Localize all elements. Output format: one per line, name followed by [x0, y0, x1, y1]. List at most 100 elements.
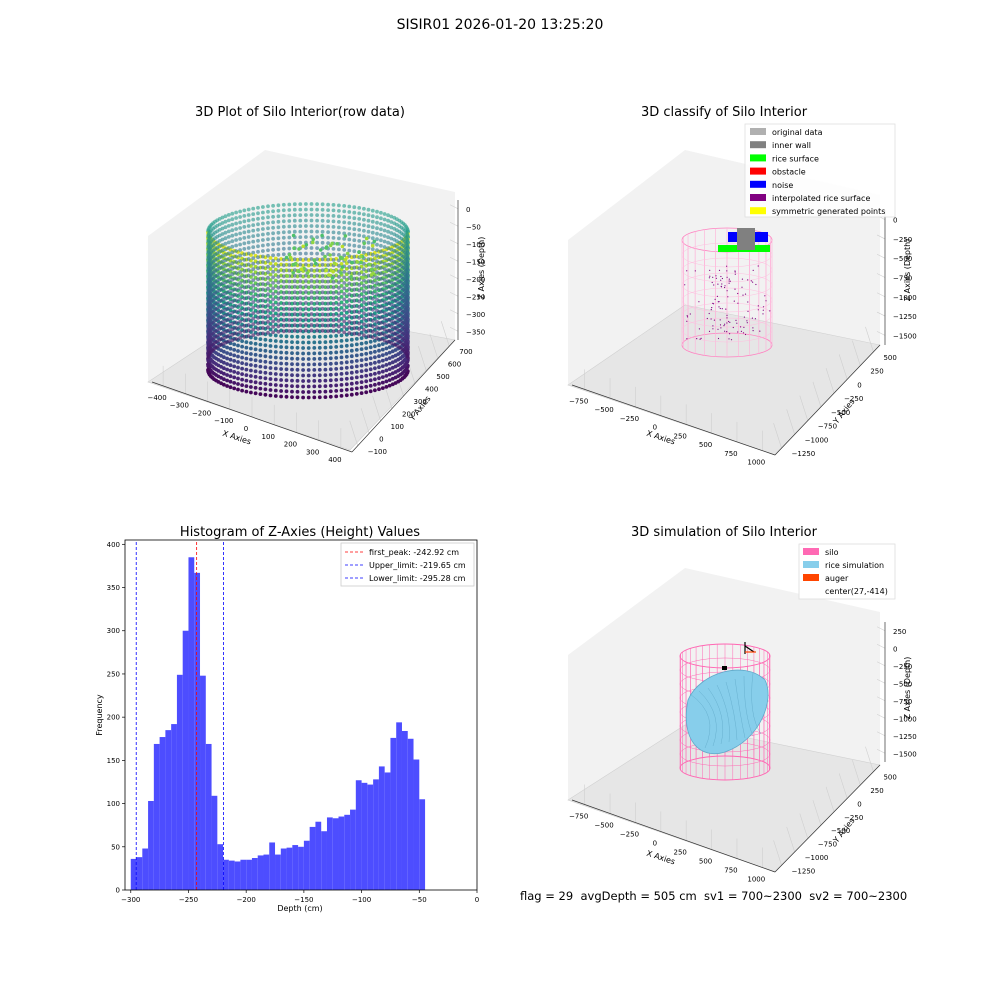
data-point: [355, 392, 359, 396]
data-point: [367, 274, 371, 278]
data-point: [350, 354, 354, 358]
z-axis-label: Z Axies (Depth): [477, 237, 486, 300]
data-point: [234, 304, 238, 308]
data-point: [290, 379, 294, 383]
histogram-bars: [131, 557, 425, 890]
data-point: [301, 245, 305, 249]
data-point: [234, 293, 238, 297]
histogram-bar: [367, 785, 373, 890]
data-point: [304, 301, 308, 305]
data-point: [315, 274, 319, 278]
data-point: [342, 270, 346, 274]
data-point: [383, 229, 387, 233]
data-point: [334, 367, 338, 371]
interpolated-point: [698, 301, 699, 302]
data-point: [332, 225, 336, 229]
data-point: [245, 373, 249, 377]
data-point: [247, 318, 251, 322]
data-point: [352, 205, 356, 209]
data-point: [230, 338, 234, 342]
data-point: [379, 304, 383, 308]
data-point: [340, 339, 344, 343]
data-point: [371, 319, 375, 323]
data-point: [224, 308, 228, 312]
data-point: [315, 230, 319, 234]
data-point: [282, 302, 286, 306]
data-point: [269, 350, 273, 354]
interpolated-point: [728, 338, 729, 339]
data-point: [234, 222, 238, 226]
data-point: [230, 311, 234, 315]
interpolated-point: [759, 331, 760, 332]
data-point: [371, 302, 375, 306]
data-point: [293, 318, 297, 322]
interpolated-point: [755, 284, 756, 285]
data-point: [364, 385, 368, 389]
data-point: [292, 263, 296, 267]
histogram-legend: first_peak: -242.92 cmUpper_limit: -219.…: [341, 543, 474, 586]
data-point: [277, 324, 281, 328]
data-point: [256, 239, 260, 243]
x-tick-label: 750: [724, 450, 737, 458]
histogram-bar: [321, 831, 327, 890]
interpolated-point: [763, 306, 764, 307]
data-point: [285, 362, 289, 366]
data-point: [305, 243, 309, 247]
data-point: [249, 341, 253, 345]
data-point: [227, 241, 231, 245]
data-point: [271, 319, 275, 323]
data-point: [279, 340, 283, 344]
data-point: [238, 336, 242, 340]
data-point: [350, 387, 354, 391]
data-point: [247, 213, 251, 217]
data-point: [381, 342, 385, 346]
data-point: [298, 274, 302, 278]
interpolated-point: [753, 270, 754, 271]
data-point: [375, 265, 379, 269]
data-point: [337, 303, 341, 307]
data-point: [310, 252, 314, 256]
data-point: [383, 317, 387, 321]
data-point: [321, 312, 325, 316]
data-point: [249, 363, 253, 367]
histogram-bar: [148, 801, 154, 890]
data-point: [293, 329, 297, 333]
data-point: [362, 300, 366, 304]
data-point: [379, 282, 383, 286]
histogram-bar: [258, 855, 264, 890]
data-point: [277, 236, 281, 240]
interpolated-point: [715, 275, 716, 276]
data-point: [310, 285, 314, 289]
simulation-legend: silorice simulationaugercenter(27,-414): [799, 544, 895, 599]
data-point: [326, 280, 330, 284]
histogram-xlabel: Depth (cm): [277, 904, 322, 913]
data-point: [230, 245, 234, 249]
data-point: [332, 324, 336, 328]
data-point: [375, 248, 379, 252]
data-point: [247, 224, 251, 228]
interpolated-point: [724, 287, 725, 288]
data-point: [236, 371, 240, 375]
data-point: [282, 263, 286, 267]
interpolated-point: [752, 327, 753, 328]
data-point: [344, 234, 348, 238]
data-point: [230, 267, 234, 271]
data-point: [326, 203, 330, 207]
data-point: [406, 339, 410, 343]
interpolated-point: [709, 331, 710, 332]
data-point: [227, 268, 231, 272]
data-point: [298, 230, 302, 234]
data-point: [282, 219, 286, 223]
data-point: [230, 250, 234, 254]
data-point: [379, 310, 383, 314]
data-point: [360, 342, 364, 346]
data-point: [318, 357, 322, 361]
data-point: [310, 323, 314, 327]
data-point: [304, 219, 308, 223]
data-point: [290, 335, 294, 339]
data-point: [293, 312, 297, 316]
data-point: [236, 388, 240, 392]
z-axis-label: Z Axies (Depth): [903, 657, 912, 720]
data-point: [371, 330, 375, 334]
data-point: [321, 329, 325, 333]
